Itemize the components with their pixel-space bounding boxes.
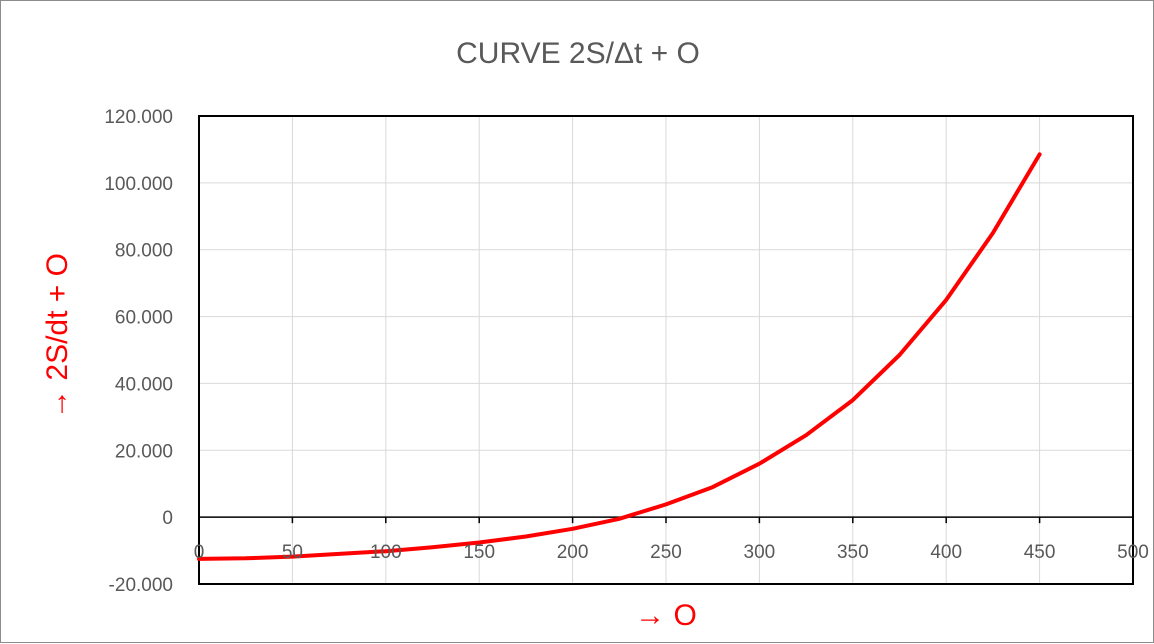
y-tick-label: -20.000 [109, 575, 173, 596]
series-layer [197, 152, 1042, 561]
data-point [524, 534, 528, 539]
x-tick-label: 250 [650, 542, 682, 563]
data-point [851, 398, 855, 402]
grid-layer [198, 116, 1134, 584]
data-point [337, 552, 341, 556]
data-point [197, 557, 201, 561]
data-point [384, 549, 388, 553]
data-point [1038, 152, 1042, 157]
data-point [290, 554, 294, 559]
data-point [477, 540, 481, 545]
series-line [197, 152, 1042, 561]
y-axis-title: → 2S/dt + O [41, 253, 74, 419]
data-point [804, 433, 808, 437]
x-tick-label: 450 [1024, 542, 1056, 563]
y-tick-label: 120.000 [104, 107, 173, 128]
y-tick-label: 100.000 [104, 174, 173, 195]
y-tick-labels: -20.000 0 20.000 40.000 60.000 80.000 100.000 1… [104, 107, 173, 596]
chart-title: CURVE 2S/Δt + O [456, 37, 700, 70]
y-tick-label: 20.000 [115, 441, 173, 462]
data-point [757, 462, 762, 466]
x-tick-label: 0 [194, 542, 205, 563]
x-tick-label: 500 [1117, 542, 1149, 563]
data-point [897, 353, 902, 357]
data-point [244, 556, 248, 560]
plot-area-border [198, 115, 1134, 585]
data-point [430, 545, 435, 549]
data-point [617, 517, 621, 521]
data-point [664, 502, 668, 507]
y-tick-label: 60.000 [115, 308, 173, 329]
x-tick-label: 150 [463, 542, 495, 563]
x-tick-label: 350 [837, 542, 869, 563]
x-tick-labels: 0 50 100 150 200 250 300 350 400 450 500 [194, 542, 1149, 563]
data-point [711, 485, 715, 489]
x-tick-label: 50 [282, 542, 303, 563]
y-tick-label: 0 [162, 508, 173, 529]
data-point [991, 231, 995, 235]
data-point [571, 527, 575, 531]
x-tick-label: 400 [930, 542, 962, 563]
y-tick-label: 40.000 [115, 374, 173, 395]
x-axis-title: → O [635, 599, 697, 632]
x-tick-label: 100 [370, 542, 402, 563]
x-tick-label: 200 [557, 542, 589, 563]
y-tick-label: 80.000 [115, 241, 173, 262]
data-point [944, 298, 948, 302]
x-tick-label: 300 [744, 542, 776, 563]
